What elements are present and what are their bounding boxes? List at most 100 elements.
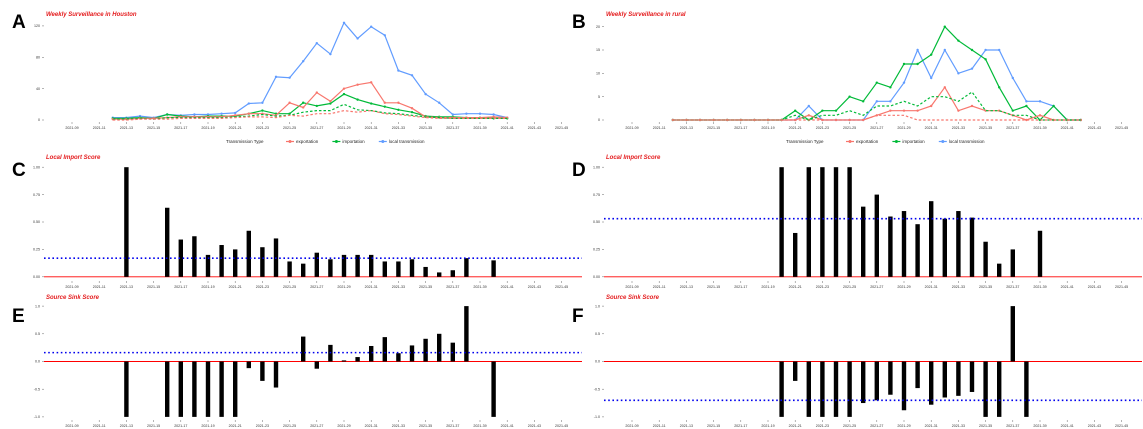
series-point bbox=[465, 112, 468, 115]
x-tick-label: 2021-17 bbox=[734, 424, 747, 428]
series-point bbox=[302, 101, 305, 104]
x-tick-label: 2021-31 bbox=[365, 285, 378, 289]
series-line-exportation bbox=[112, 81, 508, 120]
series-point bbox=[383, 105, 386, 108]
x-tick-label: 2021-35 bbox=[979, 424, 992, 428]
x-tick-label: 2021-11 bbox=[653, 285, 666, 289]
series-point bbox=[1052, 104, 1055, 108]
series-point bbox=[329, 52, 332, 56]
x-tick-label: 2021-45 bbox=[1115, 424, 1128, 428]
series-point bbox=[862, 100, 865, 103]
y-tick-label: 1.00 bbox=[593, 165, 600, 169]
x-tick-label: 2021-37 bbox=[1006, 424, 1019, 428]
legend-item-label: local transmission bbox=[949, 139, 985, 144]
x-tick-label: 2021-43 bbox=[528, 424, 541, 428]
x-tick-label: 2021-27 bbox=[870, 424, 883, 428]
x-tick-label: 2021-39 bbox=[473, 126, 486, 130]
bar bbox=[969, 361, 975, 392]
series-line-importation bbox=[112, 93, 508, 120]
x-tick-label: 2021-11 bbox=[653, 126, 666, 130]
series-point bbox=[794, 109, 797, 112]
legend-swatch-point bbox=[941, 140, 945, 143]
x-tick-label: 2021-09 bbox=[65, 424, 78, 428]
bar bbox=[861, 206, 866, 277]
series-point bbox=[492, 113, 495, 116]
series-point bbox=[220, 112, 223, 115]
series-point bbox=[329, 102, 332, 105]
series-point bbox=[1011, 76, 1014, 80]
x-tick-label: 2021-41 bbox=[1061, 424, 1074, 428]
x-tick-label: 2021-09 bbox=[625, 126, 638, 130]
y-tick-label: 1.0 bbox=[35, 304, 40, 308]
x-tick-label: 2021-33 bbox=[952, 285, 965, 289]
x-tick-label: 2021-19 bbox=[201, 126, 214, 130]
bar bbox=[874, 361, 879, 401]
x-tick-label: 2021-39 bbox=[1033, 126, 1046, 130]
x-tick-label: 2021-31 bbox=[925, 126, 938, 130]
x-tick-label: 2021-33 bbox=[392, 285, 405, 289]
x-tick-label: 2021-21 bbox=[229, 126, 242, 130]
bar bbox=[929, 201, 934, 277]
bar bbox=[287, 261, 292, 277]
series-point bbox=[370, 25, 373, 28]
bar bbox=[437, 333, 442, 362]
y-tick-label: 0.00 bbox=[33, 275, 40, 279]
x-tick-label: 2021-23 bbox=[256, 126, 269, 130]
y-tick-label: 0.0 bbox=[35, 360, 40, 364]
bar bbox=[929, 361, 934, 405]
legend: Transmission Type exportation importation l… bbox=[226, 139, 425, 144]
bar bbox=[793, 361, 798, 381]
legend-item-label: exportation bbox=[296, 139, 319, 144]
series-point bbox=[902, 81, 906, 84]
series-point bbox=[943, 25, 946, 28]
series-point bbox=[397, 108, 400, 112]
series-point bbox=[451, 113, 454, 116]
series-point bbox=[998, 86, 1001, 89]
x-tick-label: 2021-19 bbox=[761, 285, 774, 289]
legend-swatch-point bbox=[334, 140, 338, 143]
x-tick-label: 2021-17 bbox=[174, 126, 187, 130]
bar bbox=[192, 361, 197, 417]
x-tick-label: 2021-43 bbox=[1088, 126, 1101, 130]
series-point bbox=[807, 114, 810, 117]
bar bbox=[409, 259, 415, 277]
x-tick-label: 2021-13 bbox=[120, 285, 133, 289]
bar bbox=[888, 361, 893, 395]
legend-title: Transmission Type bbox=[226, 139, 264, 144]
bar bbox=[983, 361, 988, 417]
y-tick-label: 15 bbox=[596, 48, 600, 52]
bar bbox=[847, 361, 852, 417]
x-tick-label: 2021-43 bbox=[1088, 424, 1101, 428]
x-tick-label: 2021-37 bbox=[446, 126, 459, 130]
series-point bbox=[916, 48, 919, 52]
y-tick-label: 40 bbox=[36, 87, 40, 91]
bar bbox=[301, 336, 306, 362]
series-point bbox=[370, 102, 373, 105]
bar bbox=[341, 360, 347, 362]
bar bbox=[233, 361, 238, 417]
series-point bbox=[957, 109, 960, 112]
bar bbox=[806, 167, 811, 277]
bar bbox=[369, 345, 374, 362]
x-tick-label: 2021-09 bbox=[65, 285, 78, 289]
bar bbox=[341, 254, 347, 277]
bar bbox=[178, 361, 183, 417]
series-point bbox=[342, 92, 346, 96]
series-point bbox=[1025, 100, 1028, 103]
bar bbox=[205, 254, 211, 277]
x-tick-label: 2021-15 bbox=[147, 424, 160, 428]
x-tick-label: 2021-45 bbox=[555, 126, 568, 130]
series-point bbox=[288, 101, 291, 104]
panel-label-e: E bbox=[12, 306, 25, 327]
bar bbox=[820, 167, 825, 277]
x-tick-label: 2021-33 bbox=[952, 424, 965, 428]
panel-f: F Source Sink Score -1.0 -0.5 0.0 0.5 1.0 2021-… bbox=[572, 295, 1142, 428]
x-tick-label: 2021-43 bbox=[1088, 285, 1101, 289]
bar bbox=[1037, 230, 1043, 277]
series-point bbox=[889, 100, 892, 103]
series-point bbox=[970, 48, 974, 52]
series-point bbox=[397, 101, 400, 104]
panel-label-c: C bbox=[12, 160, 26, 181]
series-point bbox=[438, 101, 441, 104]
series-point bbox=[930, 76, 933, 80]
